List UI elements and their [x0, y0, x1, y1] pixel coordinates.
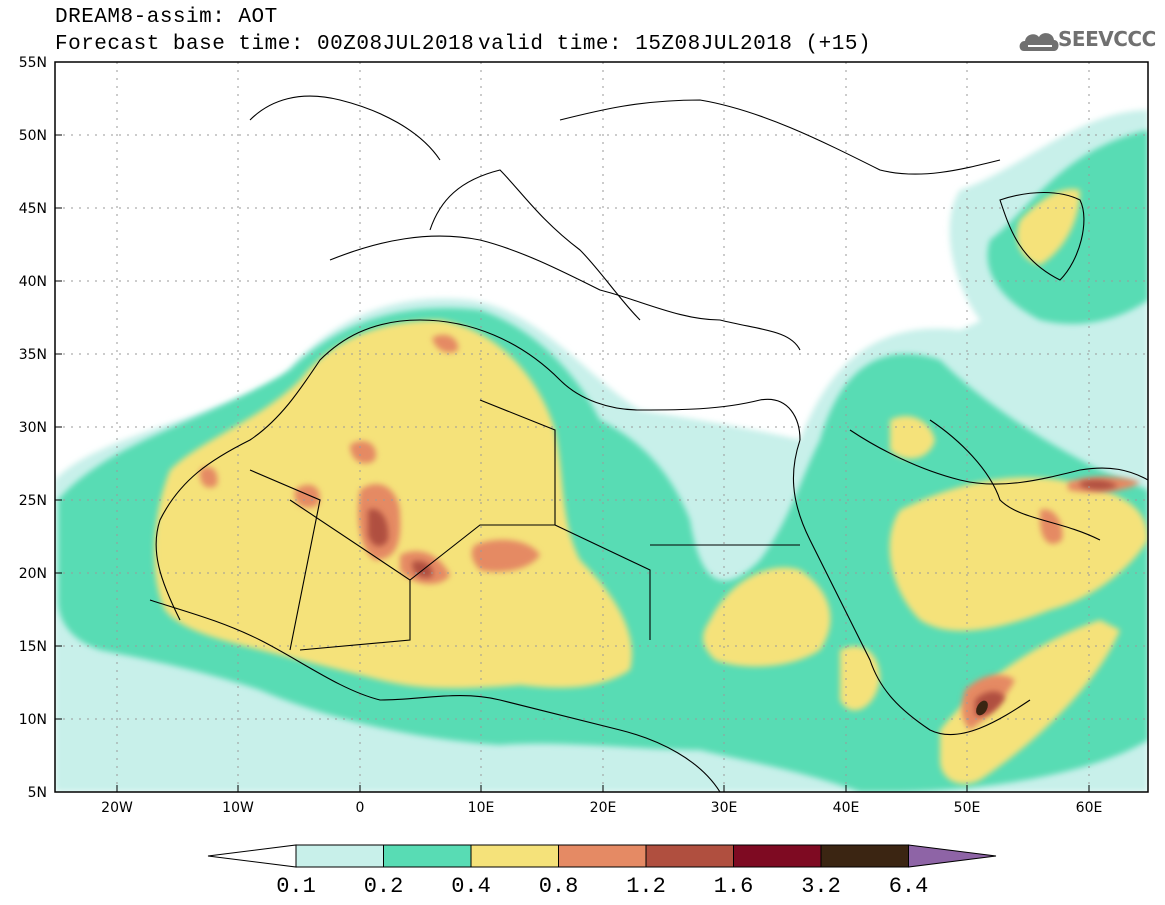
- colorbar-label: 1.6: [714, 874, 754, 899]
- lon-label: 10E: [468, 800, 495, 816]
- logo-text: SEEVCCC: [1058, 27, 1156, 51]
- lon-label: 10W: [222, 800, 254, 816]
- lon-label: 40E: [833, 800, 860, 816]
- graticule: [55, 62, 1148, 792]
- colorbar-under-arrow: [207, 844, 297, 868]
- lon-label: 30E: [711, 800, 738, 816]
- lat-label: 40N: [19, 274, 47, 290]
- colorbar-swatch: [733, 844, 822, 868]
- forecast-base-time: Forecast base time: 00Z08JUL2018: [55, 33, 475, 56]
- colorbar-swatch: [470, 844, 559, 868]
- lat-label: 50N: [19, 128, 47, 144]
- colorbar-label: 0.2: [364, 874, 404, 899]
- lat-label: 10N: [19, 712, 47, 728]
- lat-label: 5N: [28, 785, 47, 801]
- colorbar-label: 6.4: [889, 874, 929, 899]
- colorbar-swatch: [645, 844, 734, 868]
- lon-label: 20E: [590, 800, 617, 816]
- valid-time: valid time: 15Z08JUL2018 (+15): [478, 33, 872, 56]
- colorbar: 0.1 0.2 0.4 0.8 1.2 1.6 3.2 6.4: [207, 844, 997, 899]
- map-title: DREAM8-assim: AOT: [55, 6, 278, 29]
- lon-label: 50E: [954, 800, 981, 816]
- colorbar-swatch: [295, 844, 384, 868]
- colorbar-label: 0.4: [451, 874, 491, 899]
- lon-label: 0: [356, 800, 365, 816]
- lon-label: 60E: [1076, 800, 1103, 816]
- lat-label: 35N: [19, 347, 47, 363]
- colorbar-label: 3.2: [801, 874, 841, 899]
- colorbar-swatch: [383, 844, 472, 868]
- lat-label: 45N: [19, 201, 47, 217]
- colorbar-label: 0.8: [539, 874, 579, 899]
- colorbar-label: 0.1: [276, 874, 316, 899]
- lat-label: 25N: [19, 493, 47, 509]
- coastlines: [149, 95, 1148, 792]
- lat-label: 15N: [19, 639, 47, 655]
- colorbar-over-arrow: [908, 844, 997, 868]
- colorbar-swatch: [820, 844, 909, 868]
- cloud-logo-icon: [1019, 33, 1059, 51]
- lon-label: 20W: [101, 800, 133, 816]
- lat-label: 20N: [19, 566, 47, 582]
- lat-label: 30N: [19, 420, 47, 436]
- lat-label: 55N: [19, 55, 47, 71]
- aot-field: [55, 62, 1148, 792]
- colorbar-swatch: [558, 844, 647, 868]
- colorbar-label: 1.2: [626, 874, 666, 899]
- axis-ticks: [55, 61, 1090, 793]
